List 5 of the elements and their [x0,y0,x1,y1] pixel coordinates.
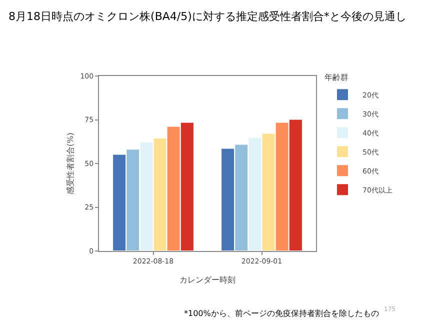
text: *100%から、前ページの免疫保持者割合を除したもの [184,309,379,318]
x-axis-title: カレンダー時刻 [180,276,236,284]
chart-title: 8月18日時点のオミクロン株(BA4/5)に対する推定感受性者割合*と今後の見通し [8,10,406,23]
y-axis-title: 感受性者割合(%) [66,132,75,194]
legend-title: 年齢群 [324,73,349,82]
